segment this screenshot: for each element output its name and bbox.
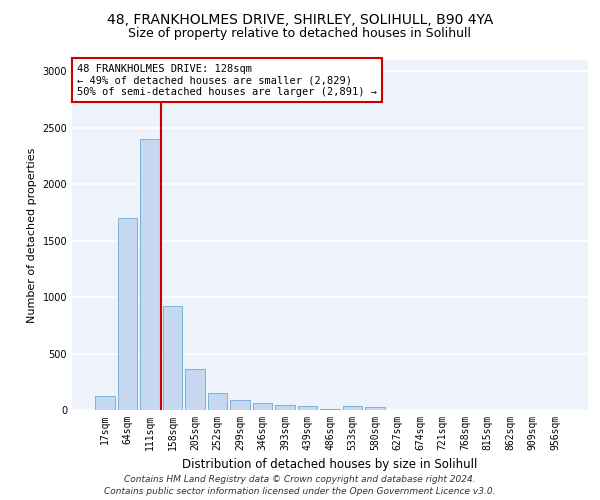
Bar: [118, 218, 137, 410]
Bar: [298, 406, 317, 410]
Bar: [230, 400, 250, 410]
Bar: [343, 406, 362, 410]
Text: Contains HM Land Registry data © Crown copyright and database right 2024.
Contai: Contains HM Land Registry data © Crown c…: [104, 474, 496, 496]
Bar: [365, 406, 385, 410]
Bar: [208, 393, 227, 410]
Y-axis label: Number of detached properties: Number of detached properties: [27, 148, 37, 322]
Bar: [95, 396, 115, 410]
Bar: [163, 306, 182, 410]
Text: Size of property relative to detached houses in Solihull: Size of property relative to detached ho…: [128, 28, 472, 40]
Bar: [253, 402, 272, 410]
Bar: [140, 139, 160, 410]
Text: 48, FRANKHOLMES DRIVE, SHIRLEY, SOLIHULL, B90 4YA: 48, FRANKHOLMES DRIVE, SHIRLEY, SOLIHULL…: [107, 12, 493, 26]
Bar: [185, 370, 205, 410]
Text: 48 FRANKHOLMES DRIVE: 128sqm
← 49% of detached houses are smaller (2,829)
50% of: 48 FRANKHOLMES DRIVE: 128sqm ← 49% of de…: [77, 64, 377, 96]
Bar: [275, 405, 295, 410]
X-axis label: Distribution of detached houses by size in Solihull: Distribution of detached houses by size …: [182, 458, 478, 471]
